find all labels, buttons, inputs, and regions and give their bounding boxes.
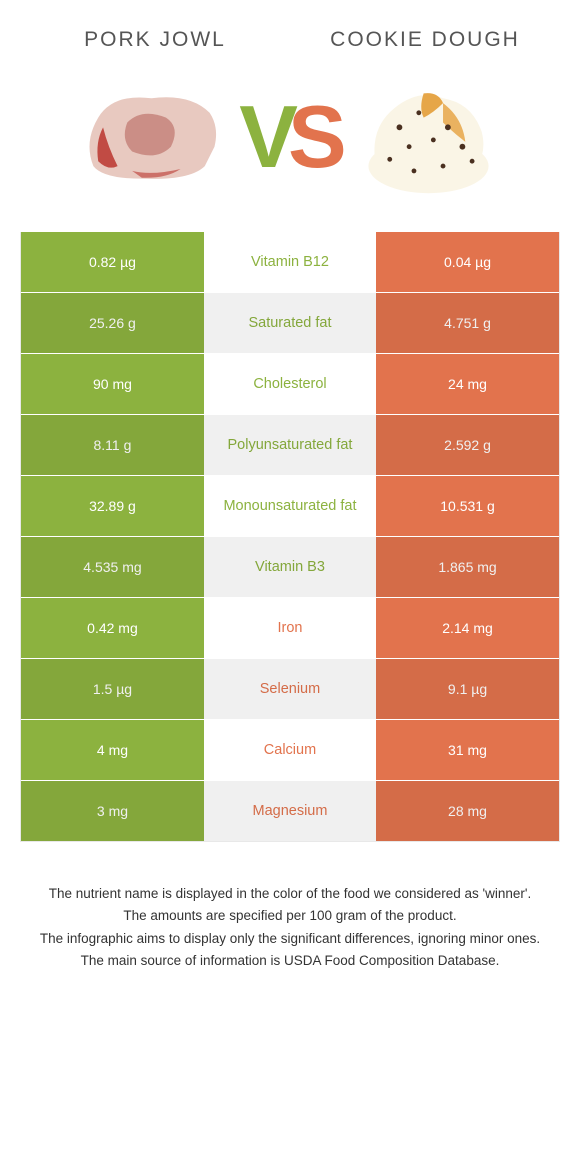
nutrient-label-cell: Iron	[204, 598, 376, 658]
nutrient-label-cell: Selenium	[204, 659, 376, 719]
nutrient-label-cell: Calcium	[204, 720, 376, 780]
table-row: 25.26 gSaturated fat4.751 g	[21, 292, 559, 353]
left-value-cell: 32.89 g	[21, 476, 204, 536]
left-value-cell: 0.82 µg	[21, 232, 204, 292]
left-value-cell: 4 mg	[21, 720, 204, 780]
right-value-cell: 10.531 g	[376, 476, 559, 536]
hero-row: V S	[0, 62, 580, 232]
left-value-cell: 3 mg	[21, 781, 204, 841]
left-food-title: Pork jowl	[34, 28, 277, 52]
left-value-cell: 90 mg	[21, 354, 204, 414]
nutrient-label-cell: Vitamin B12	[204, 232, 376, 292]
table-row: 0.42 mgIron2.14 mg	[21, 597, 559, 658]
left-value-cell: 4.535 mg	[21, 537, 204, 597]
footer-notes: The nutrient name is displayed in the co…	[0, 842, 580, 993]
table-row: 8.11 gPolyunsaturated fat2.592 g	[21, 414, 559, 475]
right-value-cell: 24 mg	[376, 354, 559, 414]
right-value-cell: 9.1 µg	[376, 659, 559, 719]
nutrient-label-cell: Monounsaturated fat	[204, 476, 376, 536]
vs-v: V	[239, 93, 292, 181]
right-value-cell: 1.865 mg	[376, 537, 559, 597]
table-row: 4.535 mgVitamin B31.865 mg	[21, 536, 559, 597]
table-row: 32.89 gMonounsaturated fat10.531 g	[21, 475, 559, 536]
left-value-cell: 25.26 g	[21, 293, 204, 353]
comparison-table: 0.82 µgVitamin B120.04 µg25.26 gSaturate…	[20, 232, 560, 842]
nutrient-label-cell: Saturated fat	[204, 293, 376, 353]
nutrient-label-cell: Polyunsaturated fat	[204, 415, 376, 475]
left-value-cell: 0.42 mg	[21, 598, 204, 658]
table-row: 90 mgCholesterol24 mg	[21, 353, 559, 414]
vs-label: V S	[239, 93, 340, 181]
cookie-dough-image	[351, 72, 506, 202]
vs-s: S	[288, 93, 341, 181]
footer-line: The infographic aims to display only the…	[30, 929, 550, 949]
left-value-cell: 1.5 µg	[21, 659, 204, 719]
right-value-cell: 4.751 g	[376, 293, 559, 353]
table-row: 0.82 µgVitamin B120.04 µg	[21, 232, 559, 292]
nutrient-label-cell: Magnesium	[204, 781, 376, 841]
footer-line: The amounts are specified per 100 gram o…	[30, 906, 550, 926]
pork-jowl-image	[74, 72, 229, 202]
table-row: 3 mgMagnesium28 mg	[21, 780, 559, 841]
right-value-cell: 2.592 g	[376, 415, 559, 475]
table-row: 4 mgCalcium31 mg	[21, 719, 559, 780]
table-row: 1.5 µgSelenium9.1 µg	[21, 658, 559, 719]
right-value-cell: 28 mg	[376, 781, 559, 841]
nutrient-label-cell: Vitamin B3	[204, 537, 376, 597]
footer-line: The nutrient name is displayed in the co…	[30, 884, 550, 904]
right-food-title: Cookie dough	[304, 28, 547, 52]
footer-line: The main source of information is USDA F…	[30, 951, 550, 971]
left-value-cell: 8.11 g	[21, 415, 204, 475]
nutrient-label-cell: Cholesterol	[204, 354, 376, 414]
right-value-cell: 2.14 mg	[376, 598, 559, 658]
right-value-cell: 31 mg	[376, 720, 559, 780]
header-titles: Pork jowl Cookie dough	[0, 0, 580, 62]
right-value-cell: 0.04 µg	[376, 232, 559, 292]
